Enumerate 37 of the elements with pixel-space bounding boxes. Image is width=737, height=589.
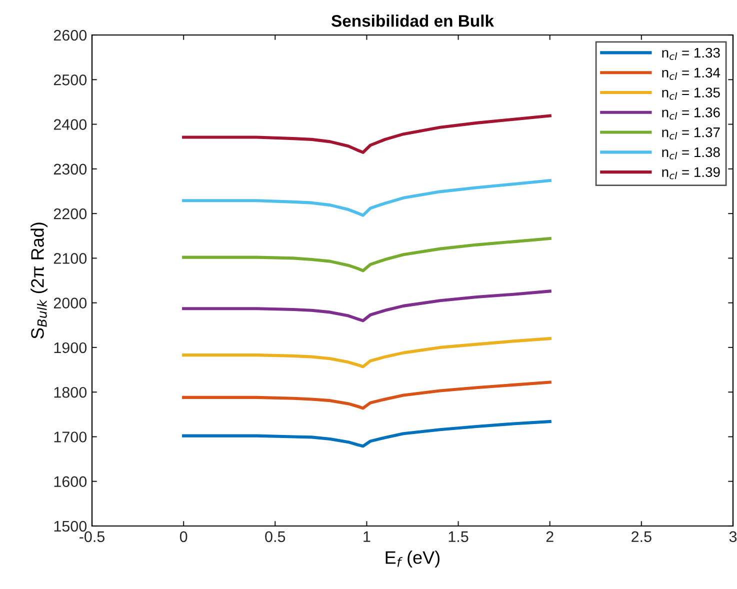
x-tick-label: -0.5 xyxy=(80,531,105,542)
y-tick-label: 1900 xyxy=(54,342,87,354)
legend-label: n$_{cl}$ = 1.35 xyxy=(662,88,720,100)
legend-label: n$_{cl}$ = 1.36 xyxy=(662,108,720,120)
y-axis-title: S$_{Bulk}$ (2π Rad) xyxy=(30,222,48,339)
x-tick-label: 1.5 xyxy=(448,531,468,542)
y-tick-label: 2400 xyxy=(54,119,87,130)
line-series xyxy=(182,290,552,322)
x-tick-label: 2.5 xyxy=(632,531,652,542)
line-series xyxy=(182,114,552,154)
line-series xyxy=(182,336,552,368)
y-tick-label: 2200 xyxy=(54,208,87,220)
y-tick-label: 2000 xyxy=(54,298,87,309)
x-tick-label: 2 xyxy=(546,531,554,542)
chart-title: Sensibilidad en Bulk xyxy=(331,14,494,27)
line-series xyxy=(182,178,552,217)
y-tick-label: 1700 xyxy=(54,432,87,442)
y-tick-label: 2300 xyxy=(54,164,87,175)
y-tick-label: 1800 xyxy=(54,386,87,398)
x-tick-label: 1 xyxy=(364,531,370,542)
x-axis-title: E$_{f}$ (eV) xyxy=(386,550,440,568)
x-tick-label: 3 xyxy=(729,531,737,542)
y-tick-label: 2100 xyxy=(54,253,87,264)
legend-label: n$_{cl}$ = 1.37 xyxy=(662,127,720,140)
y-tick-label: 1600 xyxy=(54,476,87,488)
legend-label: n$_{cl}$ = 1.39 xyxy=(662,167,720,180)
line-series xyxy=(182,420,552,448)
line-series xyxy=(182,237,552,272)
legend-label: n$_{cl}$ = 1.33 xyxy=(662,48,720,60)
y-tick-label: 1500 xyxy=(54,520,87,532)
legend-label: n$_{cl}$ = 1.38 xyxy=(662,147,720,160)
x-tick-label: 0.5 xyxy=(265,531,286,542)
x-tick-label: 0 xyxy=(180,531,188,542)
line-series xyxy=(182,380,552,410)
y-tick-label: 2500 xyxy=(54,74,87,86)
y-tick-label: 2600 xyxy=(54,30,87,41)
legend-label: n$_{cl}$ = 1.34 xyxy=(662,68,720,80)
